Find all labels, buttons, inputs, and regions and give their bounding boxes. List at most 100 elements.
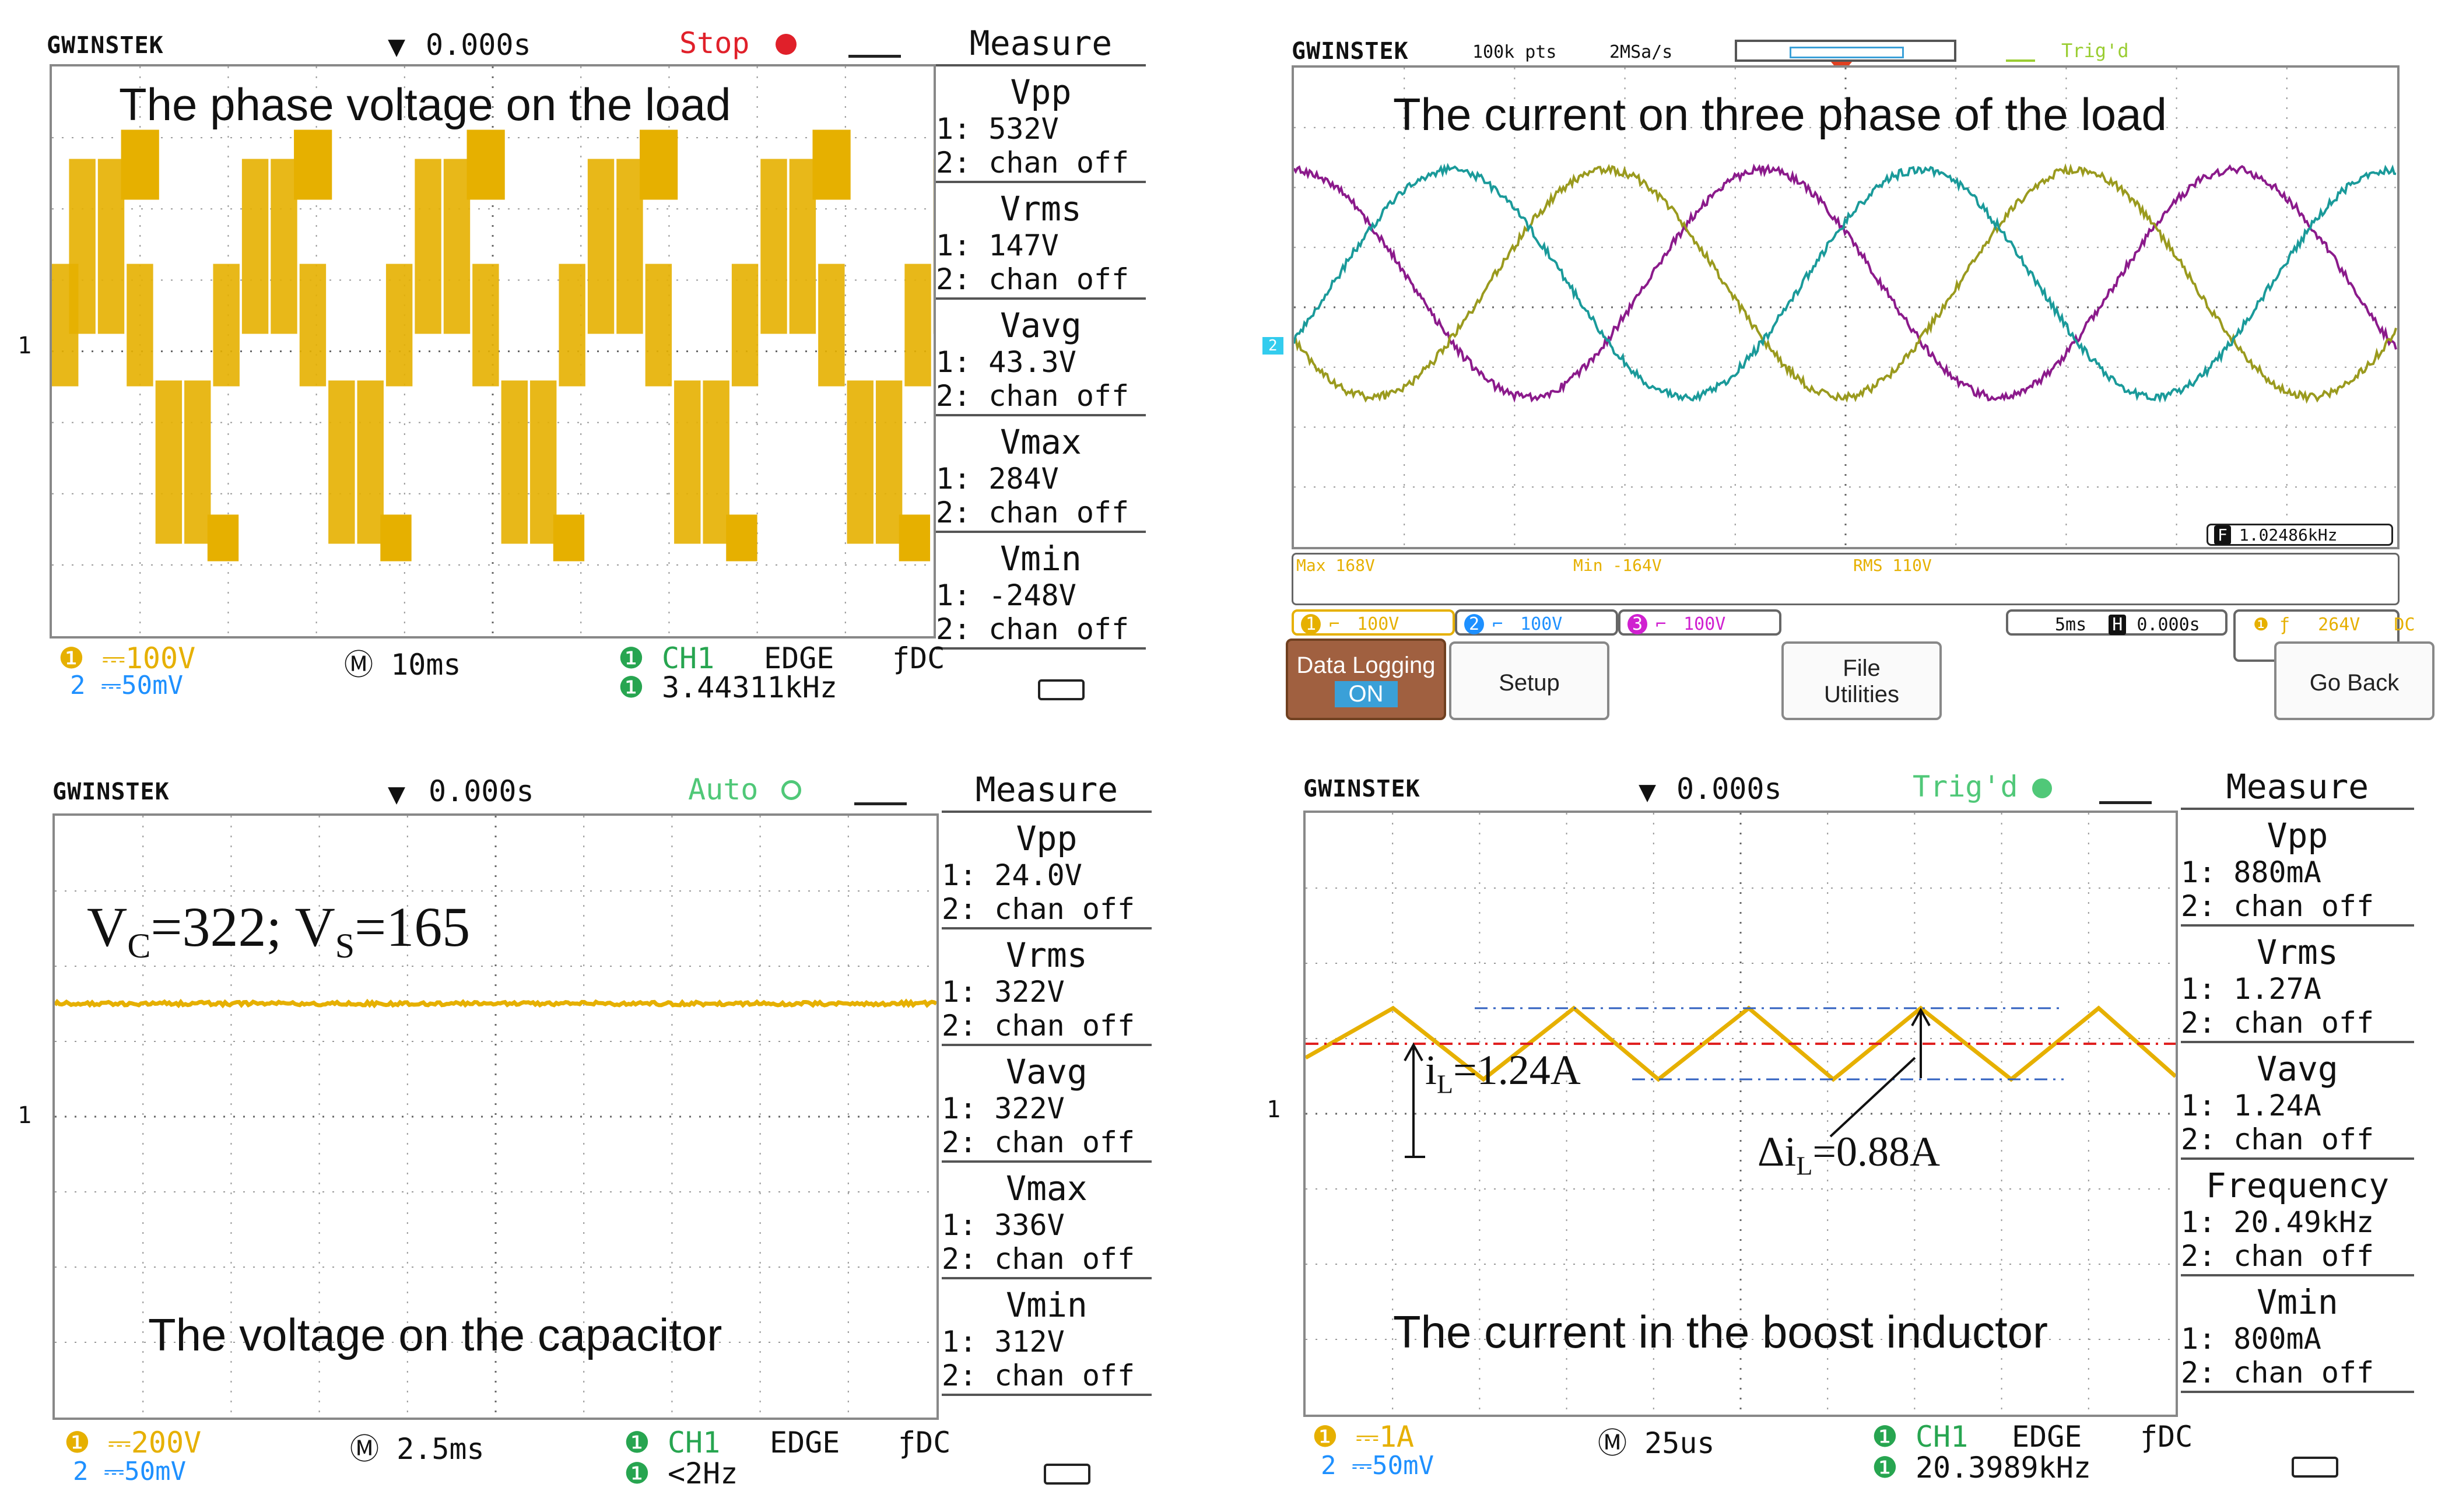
measure-ch1-value: 1: 322V [942, 1092, 1152, 1125]
measure-name: Vpp [2181, 816, 2414, 855]
waveform-screen: The phase voltage on the load [50, 64, 936, 639]
usb-icon [1038, 679, 1085, 700]
trigger-source: ❶ CH1 [624, 1426, 720, 1460]
pwm-peak [640, 130, 678, 200]
measure-ch1-value: 1: 800mA [2181, 1322, 2414, 1356]
measure-name: Vavg [2181, 1049, 2414, 1089]
measure-ch2-value: 2: chan off [936, 262, 1146, 296]
brand-logo: GWINSTEK [1303, 776, 1420, 802]
plot-title: The current in the boost inductor [1393, 1306, 2048, 1359]
trigger-arrow-icon: ▼ [388, 29, 405, 63]
trigger-source: ❶ CH1 [1872, 1420, 1968, 1454]
channel-bar: 1 ⌐ 100V 2 ⌐ 100V 3 ⌐ 100V 5ms H 0.000s ❶ ƒ 264V… [1292, 609, 2400, 636]
measure-name: Vavg [942, 1052, 1152, 1092]
time-offset: 0.000s [1676, 772, 1782, 806]
measure-name: Vmax [936, 422, 1146, 462]
pwm-trough [208, 515, 238, 562]
statistic-1: Min -164V [1573, 556, 1662, 575]
pwm-segment [616, 159, 643, 334]
setup-button[interactable]: Setup [1449, 641, 1609, 720]
measure-item: Vrms 1: 147V 2: chan off [936, 189, 1146, 300]
inductor-current-annotation: iL=1.24A [1425, 1046, 1581, 1099]
run-state[interactable]: Trig'd [1913, 770, 2018, 804]
measure-ch2-value: 2: chan off [936, 612, 1146, 646]
ripple-annotation: ΔiL=0.88A [1758, 1128, 1940, 1181]
channel-marker: 1 [1267, 1096, 1281, 1123]
waveform-plot [52, 66, 934, 636]
scope-panel-three-phase-current: GWINSTEK 100k pts 2MSa/s Trig'd The curr… [1254, 0, 2452, 735]
brand-logo: GWINSTEK [52, 778, 170, 805]
pwm-segment [674, 381, 700, 544]
pwm-segment [300, 264, 326, 387]
go-back-button[interactable]: Go Back [2274, 641, 2435, 720]
pwm-segment [904, 264, 931, 387]
pwm-segment [271, 159, 297, 334]
measure-ch1-value: 1: 1.24A [2181, 1089, 2414, 1122]
measure-panel: Measure Vpp 1: 532V 2: chan off Vrms 1: 147V… [936, 23, 1146, 655]
measure-ch2-value: 2: chan off [2181, 1239, 2414, 1273]
pwm-peak [812, 130, 850, 200]
measure-ch1-value: 1: 24.0V [942, 858, 1152, 892]
statistics-bar: Max 168V Min -164V RMS 110V [1292, 553, 2400, 605]
measure-item: Vmax 1: 284V 2: chan off [936, 422, 1146, 533]
pwm-peak [294, 130, 332, 200]
trigger-frequency: ❶ <2Hz [624, 1457, 738, 1490]
run-state[interactable]: Stop [679, 26, 749, 60]
pwm-peak [467, 130, 505, 200]
pwm-trough [899, 515, 930, 562]
measure-ch2-value: 2: chan off [2181, 1356, 2414, 1390]
measure-item: Vavg 1: 322V 2: chan off [942, 1052, 1152, 1163]
run-state[interactable]: Trig'd [2061, 40, 2129, 62]
run-state[interactable]: Auto [688, 773, 758, 806]
pwm-segment [328, 381, 355, 544]
pwm-segment [530, 381, 556, 544]
plot-title: The current on three phase of the load [1393, 88, 2167, 141]
measure-item: Vpp 1: 880mA 2: chan off [2181, 816, 2414, 927]
pwm-segment [760, 159, 787, 334]
measure-ch2-value: 2: chan off [942, 1359, 1152, 1392]
trigger-type: EDGE [770, 1426, 840, 1460]
channel-chip-2[interactable]: 2 ⌐ 100V [1455, 609, 1618, 636]
statistic-0: Max 168V [1296, 556, 1375, 575]
ch2-scale: 2 ⎓50mV [73, 1457, 186, 1486]
channel-chip-3[interactable]: 3 ⌐ 100V [1618, 609, 1781, 636]
pwm-segment [69, 159, 95, 334]
measure-name: Vrms [2181, 932, 2414, 972]
memory-bar[interactable] [1735, 40, 1956, 62]
capacitor-voltage-trace [55, 1002, 936, 1005]
timebase: Ⓜ 2.5ms [350, 1426, 485, 1468]
measure-ch2-value: 2: chan off [936, 379, 1146, 413]
measure-item: Vrms 1: 1.27A 2: chan off [2181, 932, 2414, 1043]
pwm-segment [357, 381, 384, 544]
coupling: ƒDC [892, 641, 945, 675]
pwm-segment [646, 264, 672, 387]
measure-ch1-value: 1: 312V [942, 1325, 1152, 1359]
measure-ch1-value: 1: 147V [936, 229, 1146, 262]
data-logging-button[interactable]: Data Logging ON [1286, 639, 1446, 720]
channel-chip-1[interactable]: 1 ⌐ 100V [1292, 609, 1455, 636]
pwm-segment [156, 381, 182, 544]
channel-marker: 1 [17, 332, 31, 359]
ch1-scale: ❶ ⎓200V [64, 1426, 201, 1460]
auto-ring-icon [781, 780, 801, 800]
pwm-segment [559, 264, 585, 387]
timebase-chip[interactable]: 5ms H 0.000s [2006, 609, 2228, 636]
measure-item: Vavg 1: 43.3V 2: chan off [936, 306, 1146, 416]
measure-ch1-value: 1: -248V [936, 578, 1146, 612]
measure-title: Measure [942, 770, 1152, 809]
time-offset: 0.000s [429, 774, 534, 808]
coupling: ƒDC [2140, 1420, 2193, 1454]
measure-item: Vmin 1: 312V 2: chan off [942, 1285, 1152, 1396]
measure-title: Measure [2181, 767, 2414, 806]
file-utilities-button[interactable]: File Utilities [1781, 641, 1942, 720]
measure-name: Vavg [936, 306, 1146, 345]
pwm-segment [213, 264, 239, 387]
pwm-segment [501, 381, 528, 544]
measure-item: Vmin 1: -248V 2: chan off [936, 539, 1146, 650]
measure-ch1-value: 1: 1.27A [2181, 972, 2414, 1006]
pwm-segment [386, 264, 412, 387]
trigger-arrow-icon: ▼ [1639, 774, 1656, 808]
scope-panel-phase-voltage: GWINSTEK ▼ 0.000s Stop The phase voltage… [0, 0, 1166, 735]
measure-ch2-value: 2: chan off [2181, 1122, 2414, 1156]
coupling: ƒDC [898, 1426, 950, 1460]
